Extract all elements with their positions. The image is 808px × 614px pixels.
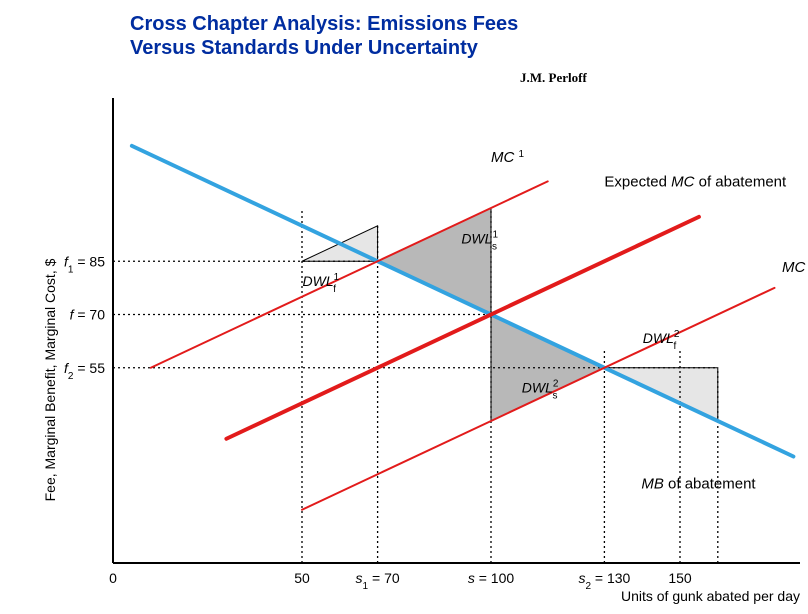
x-tick: 150 (668, 570, 692, 586)
label-EMC: Expected MC of abatement (604, 174, 787, 191)
emissions-chart: Fee, Marginal Benefit, Marginal Cost, $ U… (0, 0, 808, 614)
x-tick: s1 = 70 (356, 570, 400, 592)
label-MB: MB of abatement (641, 475, 756, 492)
y-axis-label: Fee, Marginal Benefit, Marginal Cost, $ (42, 258, 58, 501)
region-DWLs1 (378, 208, 491, 315)
x-axis-label: Units of gunk abated per day (621, 588, 800, 604)
y-tick: f2 = 55 (64, 360, 105, 382)
line-MB (132, 146, 794, 457)
curves (132, 146, 794, 510)
x-tick: s = 100 (468, 570, 515, 586)
label-MC2: MC 2 (782, 258, 808, 276)
x-tick: 0 (109, 570, 117, 586)
label-MC1: MC 1 (491, 148, 525, 166)
label-DWLf1: DWL1f (303, 272, 340, 295)
x-tick: 50 (294, 570, 310, 586)
y-tick: f1 = 85 (64, 253, 105, 275)
y-tick: f = 70 (70, 307, 106, 323)
label-DWLf2: DWL2f (643, 329, 680, 352)
